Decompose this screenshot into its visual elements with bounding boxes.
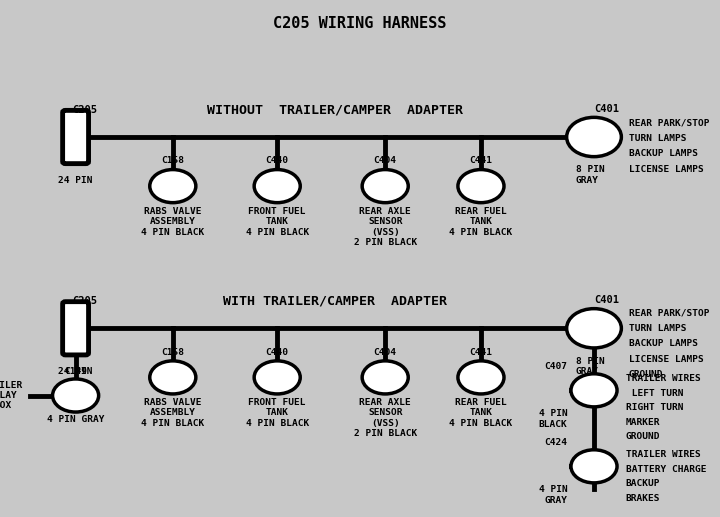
Circle shape bbox=[53, 379, 99, 412]
Text: C158: C158 bbox=[161, 157, 184, 165]
Circle shape bbox=[458, 170, 504, 203]
Text: 4 PIN
GRAY: 4 PIN GRAY bbox=[539, 485, 567, 505]
Circle shape bbox=[254, 170, 300, 203]
Text: C205: C205 bbox=[72, 296, 97, 307]
Text: GROUND: GROUND bbox=[626, 432, 660, 442]
FancyBboxPatch shape bbox=[63, 111, 89, 163]
Text: FRONT FUEL
TANK
4 PIN BLACK: FRONT FUEL TANK 4 PIN BLACK bbox=[246, 398, 309, 428]
Text: TURN LAMPS: TURN LAMPS bbox=[629, 133, 686, 143]
Text: RIGHT TURN: RIGHT TURN bbox=[626, 403, 683, 413]
Text: C440: C440 bbox=[266, 157, 289, 165]
Circle shape bbox=[458, 361, 504, 394]
Text: C149: C149 bbox=[64, 367, 87, 376]
Circle shape bbox=[567, 309, 621, 348]
Text: REAR AXLE
SENSOR
(VSS)
2 PIN BLACK: REAR AXLE SENSOR (VSS) 2 PIN BLACK bbox=[354, 207, 417, 247]
Text: C401: C401 bbox=[594, 103, 619, 114]
Text: REAR FUEL
TANK
4 PIN BLACK: REAR FUEL TANK 4 PIN BLACK bbox=[449, 207, 513, 237]
Text: REAR AXLE
SENSOR
(VSS)
2 PIN BLACK: REAR AXLE SENSOR (VSS) 2 PIN BLACK bbox=[354, 398, 417, 438]
Circle shape bbox=[571, 450, 617, 483]
Text: BATTERY CHARGE: BATTERY CHARGE bbox=[626, 465, 706, 474]
Text: RABS VALVE
ASSEMBLY
4 PIN BLACK: RABS VALVE ASSEMBLY 4 PIN BLACK bbox=[141, 207, 204, 237]
Text: C440: C440 bbox=[266, 348, 289, 357]
Text: C424: C424 bbox=[544, 438, 567, 447]
Text: C205 WIRING HARNESS: C205 WIRING HARNESS bbox=[274, 16, 446, 31]
Text: GROUND: GROUND bbox=[629, 370, 663, 379]
Text: RABS VALVE
ASSEMBLY
4 PIN BLACK: RABS VALVE ASSEMBLY 4 PIN BLACK bbox=[141, 398, 204, 428]
Text: TRAILER
RELAY
BOX: TRAILER RELAY BOX bbox=[0, 381, 23, 410]
Text: C404: C404 bbox=[374, 157, 397, 165]
Text: C401: C401 bbox=[594, 295, 619, 305]
Text: REAR FUEL
TANK
4 PIN BLACK: REAR FUEL TANK 4 PIN BLACK bbox=[449, 398, 513, 428]
FancyBboxPatch shape bbox=[63, 302, 89, 355]
Text: BACKUP LAMPS: BACKUP LAMPS bbox=[629, 149, 698, 158]
Text: C441: C441 bbox=[469, 348, 492, 357]
Circle shape bbox=[150, 170, 196, 203]
Text: C158: C158 bbox=[161, 348, 184, 357]
Circle shape bbox=[150, 361, 196, 394]
Circle shape bbox=[362, 170, 408, 203]
Circle shape bbox=[254, 361, 300, 394]
Text: 4 PIN GRAY: 4 PIN GRAY bbox=[47, 415, 104, 424]
Text: 4 PIN
BLACK: 4 PIN BLACK bbox=[539, 409, 567, 429]
Text: 24 PIN: 24 PIN bbox=[58, 367, 93, 376]
Text: BACKUP: BACKUP bbox=[626, 479, 660, 489]
Text: TRAILER WIRES: TRAILER WIRES bbox=[626, 450, 701, 460]
Circle shape bbox=[571, 374, 617, 407]
Circle shape bbox=[362, 361, 408, 394]
Text: FRONT FUEL
TANK
4 PIN BLACK: FRONT FUEL TANK 4 PIN BLACK bbox=[246, 207, 309, 237]
Text: LICENSE LAMPS: LICENSE LAMPS bbox=[629, 164, 703, 174]
Text: BRAKES: BRAKES bbox=[626, 494, 660, 503]
Text: TURN LAMPS: TURN LAMPS bbox=[629, 324, 686, 333]
Text: 24 PIN: 24 PIN bbox=[58, 176, 93, 185]
Text: 8 PIN
GRAY: 8 PIN GRAY bbox=[576, 165, 605, 185]
Text: LEFT TURN: LEFT TURN bbox=[626, 389, 683, 398]
Text: REAR PARK/STOP: REAR PARK/STOP bbox=[629, 308, 709, 317]
Text: MARKER: MARKER bbox=[626, 418, 660, 427]
Text: C441: C441 bbox=[469, 157, 492, 165]
Text: WITHOUT  TRAILER/CAMPER  ADAPTER: WITHOUT TRAILER/CAMPER ADAPTER bbox=[207, 103, 463, 117]
Text: WITH TRAILER/CAMPER  ADAPTER: WITH TRAILER/CAMPER ADAPTER bbox=[222, 295, 447, 308]
Text: BACKUP LAMPS: BACKUP LAMPS bbox=[629, 339, 698, 348]
Text: 8 PIN
GRAY: 8 PIN GRAY bbox=[576, 357, 605, 376]
Text: LICENSE LAMPS: LICENSE LAMPS bbox=[629, 355, 703, 364]
Text: TRAILER WIRES: TRAILER WIRES bbox=[626, 374, 701, 384]
Circle shape bbox=[567, 117, 621, 157]
Text: C407: C407 bbox=[544, 362, 567, 371]
Text: C205: C205 bbox=[72, 105, 97, 115]
Text: REAR PARK/STOP: REAR PARK/STOP bbox=[629, 118, 709, 127]
Text: C404: C404 bbox=[374, 348, 397, 357]
